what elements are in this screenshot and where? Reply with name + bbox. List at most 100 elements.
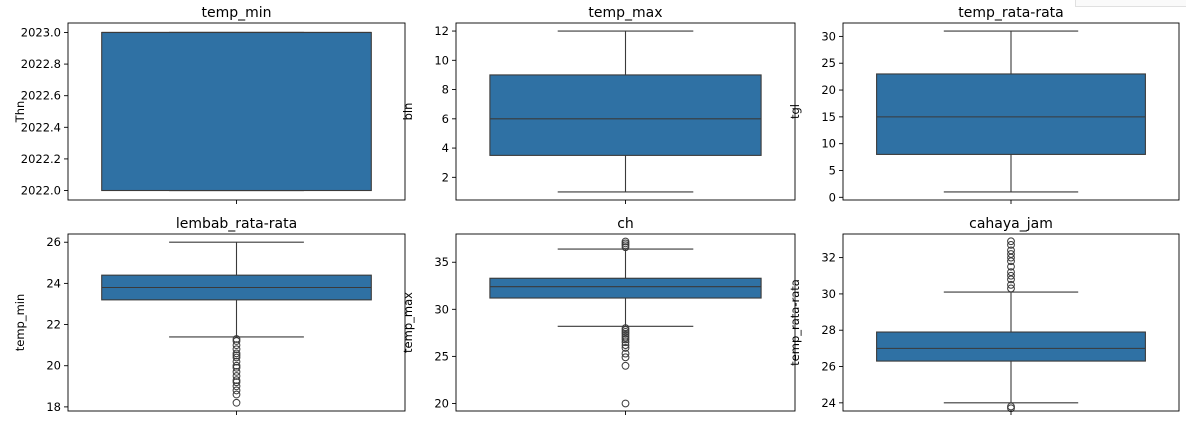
y-tick-label: 25 — [821, 56, 836, 70]
outlier-point — [232, 372, 241, 380]
y-tick-label: 25 — [434, 349, 449, 363]
y-tick-label: 2022.2 — [21, 152, 61, 166]
y-axis-label: tgl — [788, 104, 802, 119]
outlier-point — [621, 361, 630, 370]
y-tick-label: 5 — [829, 164, 836, 178]
y-tick-label: 8 — [442, 83, 449, 97]
y-axis-label: Thn — [13, 101, 27, 124]
outlier-point — [232, 353, 241, 362]
outlier-point — [232, 351, 241, 360]
panel-title: cahaya_jam — [969, 216, 1053, 232]
outlier-point — [232, 382, 241, 391]
outlier-point — [232, 390, 241, 399]
outlier-point — [1007, 262, 1015, 271]
panel-title: ch — [617, 216, 634, 232]
y-tick-label: 24 — [821, 396, 836, 410]
y-tick-label: 2 — [442, 170, 449, 184]
outlier-point — [232, 361, 241, 370]
outlier-point — [1007, 280, 1015, 289]
outlier-point — [232, 345, 241, 354]
outlier-point — [232, 386, 241, 395]
y-tick-label: 10 — [434, 53, 449, 67]
axes-frame — [455, 22, 796, 201]
y-axis-label: temp_min — [13, 294, 27, 352]
outlier-point — [621, 341, 630, 349]
y-tick-label: 15 — [821, 110, 836, 124]
iqr-box — [101, 31, 372, 192]
iqr-box — [876, 73, 1146, 155]
y-tick-label: 12 — [434, 24, 449, 38]
outlier-point — [232, 341, 241, 350]
outlier-point — [1007, 237, 1015, 246]
y-tick-label: 30 — [821, 287, 836, 301]
y-tick-label: 20 — [821, 83, 836, 97]
outlier-point — [621, 338, 630, 347]
outlier-point — [621, 344, 630, 352]
y-tick-label: 30 — [434, 302, 449, 316]
y-tick-label: 24 — [46, 276, 61, 290]
axes-frame — [842, 22, 1180, 201]
y-tick-label: 32 — [821, 251, 836, 265]
y-tick-label: 2022.0 — [21, 184, 61, 198]
window-corner-tab — [1075, 0, 1186, 7]
y-tick-label: 26 — [46, 235, 61, 249]
panel-title: temp_rata-rata — [958, 5, 1064, 21]
iqr-box — [489, 74, 762, 156]
y-tick-label: 10 — [821, 137, 836, 151]
axes-frame — [67, 22, 406, 201]
outlier-point — [1007, 284, 1015, 293]
outlier-point — [1007, 271, 1015, 280]
outlier-point — [232, 398, 241, 407]
outlier-point — [232, 376, 241, 385]
outlier-point — [621, 243, 630, 252]
y-tick-label: 4 — [442, 141, 449, 155]
outlier-point — [232, 335, 241, 343]
chart-panel-4: lembab_rata-rata temp_min 18 20 22 24 26 — [13, 216, 406, 415]
y-tick-label: 18 — [46, 400, 61, 414]
outlier-point — [232, 363, 241, 372]
iqr-box — [876, 331, 1146, 362]
y-tick-label: 2022.4 — [21, 120, 61, 134]
outlier-point — [232, 367, 241, 376]
outlier-point — [621, 399, 630, 408]
outlier-point — [1007, 257, 1015, 266]
outlier-point — [1007, 240, 1015, 249]
outlier-point — [1007, 253, 1015, 262]
axes-frame — [842, 233, 1180, 412]
y-axis-label: bln — [401, 103, 415, 121]
outlier-point — [1007, 275, 1015, 284]
outlier-point — [232, 349, 241, 358]
panel-title: lembab_rata-rata — [176, 216, 297, 232]
panel-title: temp_min — [201, 5, 271, 21]
y-tick-label: 26 — [821, 360, 836, 374]
y-tick-label: 22 — [46, 318, 61, 332]
y-tick-label: 20 — [46, 359, 61, 373]
y-tick-label: 2022.8 — [21, 57, 61, 71]
outlier-point — [232, 357, 241, 366]
y-tick-label: 30 — [821, 29, 836, 43]
y-tick-label: 28 — [821, 323, 836, 337]
chart-panel-6: cahaya_jam temp_rata-rata 24 26 28 30 32 — [788, 216, 1180, 415]
outlier-point — [232, 378, 241, 387]
chart-panel-1: temp_min Thn 2022.0 2022.2 2022.4 2022.6 2022.… — [13, 5, 406, 204]
chart-panel-5: ch temp_max 20 25 30 35 — [401, 216, 796, 415]
y-axis-label: temp_max — [401, 292, 415, 353]
y-tick-label: 2022.6 — [21, 89, 61, 103]
outlier-point — [621, 353, 630, 362]
outlier-point — [232, 337, 241, 345]
y-tick-label: 6 — [442, 112, 449, 126]
y-tick-label: 20 — [434, 396, 449, 410]
outlier-point — [1007, 404, 1015, 413]
y-tick-label: 0 — [829, 190, 836, 204]
y-tick-label: 35 — [434, 255, 449, 269]
iqr-box — [489, 277, 762, 299]
outlier-point — [621, 335, 630, 344]
axes-frame — [455, 233, 796, 412]
axes-frame — [67, 233, 406, 412]
y-axis-label: temp_rata-rata — [788, 279, 802, 366]
y-tick-label: 2023.0 — [21, 25, 61, 39]
panel-title: temp_max — [588, 5, 662, 21]
